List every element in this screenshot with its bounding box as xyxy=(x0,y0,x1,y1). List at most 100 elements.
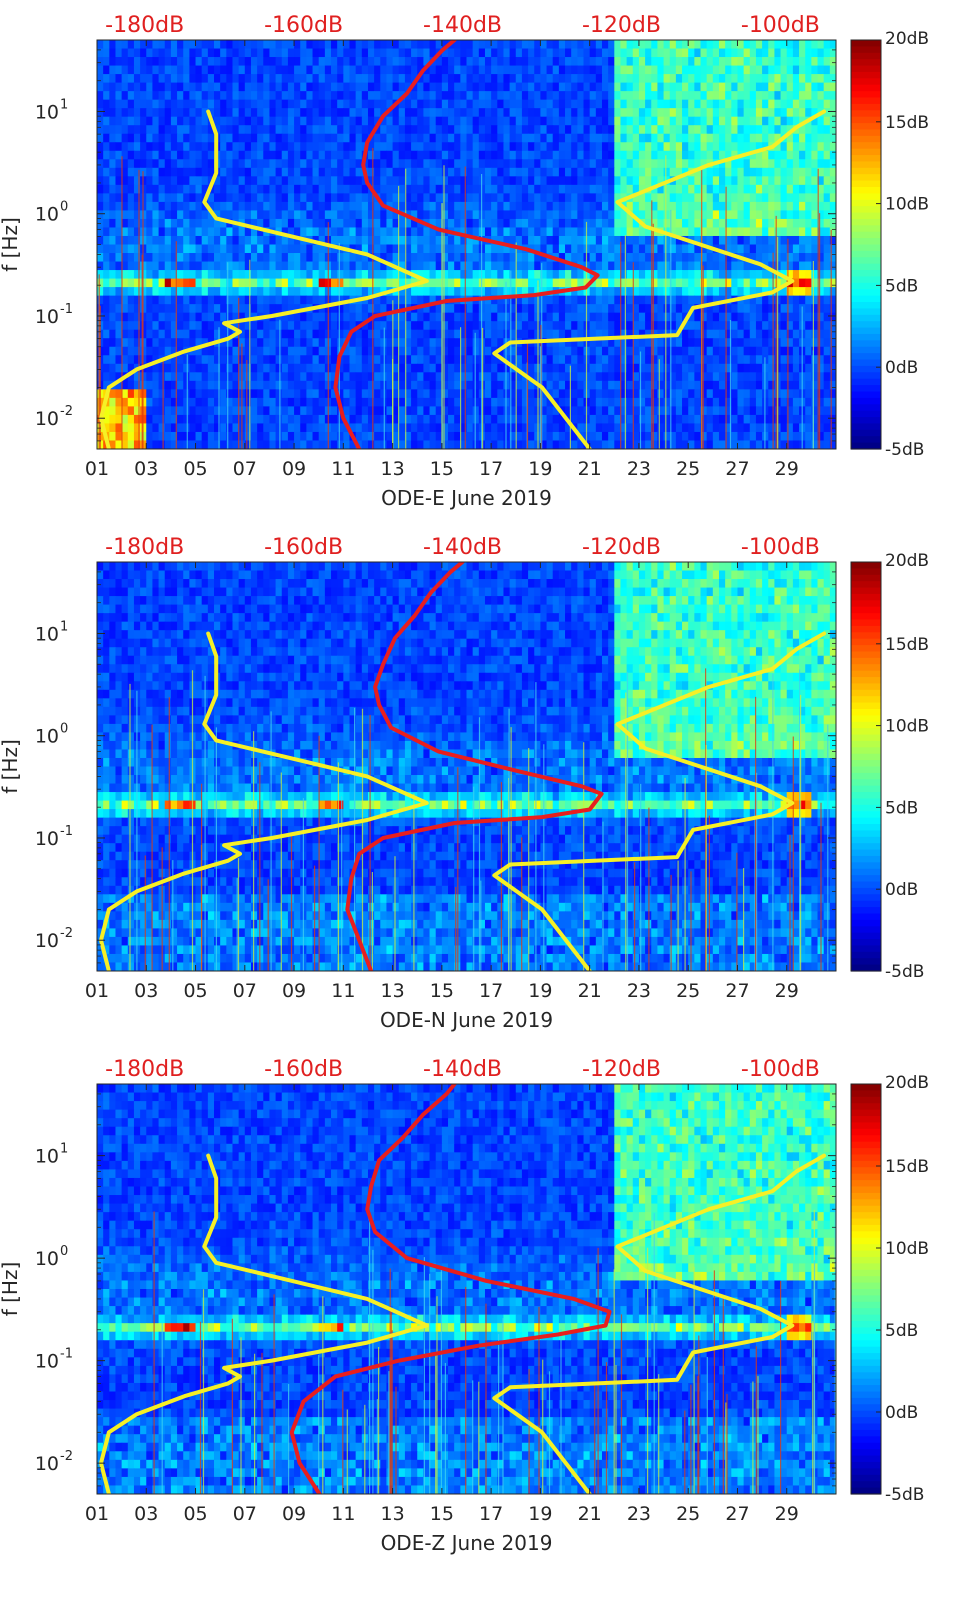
heatmap-cell xyxy=(774,218,782,229)
heatmap-cell xyxy=(189,372,197,382)
heatmap-cell xyxy=(398,193,406,203)
heatmap-cell xyxy=(355,261,363,271)
heatmap-cell xyxy=(589,312,597,322)
heatmap-cell xyxy=(324,184,332,194)
heatmap-cell xyxy=(164,253,172,263)
heatmap-cell xyxy=(250,235,258,246)
heatmap-cell xyxy=(601,91,609,101)
heatmap-cell xyxy=(706,261,714,271)
heatmap-cell xyxy=(441,261,449,271)
heatmap-cell xyxy=(792,295,800,305)
heatmap-cell xyxy=(226,57,234,67)
heatmap-cell xyxy=(762,244,769,254)
heatmap-cell xyxy=(398,65,406,75)
heatmap-cell xyxy=(725,338,732,348)
heatmap-cell xyxy=(762,321,769,331)
heatmap-cell xyxy=(214,48,221,58)
heatmap-cell xyxy=(755,201,763,212)
heatmap-cell xyxy=(257,201,264,212)
heatmap-cell xyxy=(183,389,190,399)
heatmap-cell xyxy=(170,91,178,101)
heatmap-cell xyxy=(521,312,529,322)
heatmap-cell xyxy=(786,355,794,365)
heatmap-cell xyxy=(121,235,129,246)
heatmap-cell xyxy=(250,65,258,75)
heatmap-cell xyxy=(811,91,819,101)
heatmap-cell xyxy=(805,244,812,254)
heatmap-cell xyxy=(294,270,301,280)
heatmap-cell xyxy=(312,253,320,263)
heatmap-cell xyxy=(558,150,566,160)
heatmap-cell xyxy=(441,218,449,229)
heatmap-cell xyxy=(731,159,739,169)
heatmap-cell xyxy=(287,346,295,356)
heatmap-cell xyxy=(491,338,498,348)
heatmap-cell xyxy=(380,218,388,229)
heatmap-cell xyxy=(201,363,209,373)
heatmap-cell xyxy=(183,74,190,84)
heatmap-cell xyxy=(755,176,763,186)
heatmap-cell xyxy=(811,74,819,84)
heatmap-cell xyxy=(688,99,695,109)
heatmap-cell xyxy=(823,244,831,254)
heatmap-cell xyxy=(521,346,529,356)
heatmap-cell xyxy=(546,133,554,143)
heatmap-cell xyxy=(608,244,615,254)
heatmap-cell xyxy=(460,235,468,246)
heatmap-cell xyxy=(454,133,461,143)
heatmap-cell xyxy=(257,380,264,390)
heatmap-cell xyxy=(121,278,129,288)
heatmap-cell xyxy=(281,57,289,67)
heatmap-cell xyxy=(811,253,819,263)
heatmap-cell xyxy=(294,74,301,84)
heatmap-cell xyxy=(238,167,246,177)
heatmap-cell xyxy=(429,159,437,169)
heatmap-cell xyxy=(232,57,240,67)
heatmap-cell xyxy=(755,99,763,109)
heatmap-cell xyxy=(577,108,585,118)
heatmap-cell xyxy=(540,235,548,246)
heatmap-cell xyxy=(374,133,381,143)
heatmap-cell xyxy=(534,142,541,152)
heatmap-cell xyxy=(706,65,714,75)
heatmap-cell xyxy=(577,193,585,203)
heatmap-cell xyxy=(201,346,209,356)
heatmap-cell xyxy=(682,176,689,186)
heatmap-cell xyxy=(177,355,184,365)
heatmap-cell xyxy=(552,159,560,169)
heatmap-cell xyxy=(792,355,800,365)
heatmap-cell xyxy=(786,321,794,331)
heatmap-cell xyxy=(448,235,455,246)
heatmap-cell xyxy=(164,40,172,50)
heatmap-cell xyxy=(817,287,825,297)
heatmap-cell xyxy=(441,57,449,67)
heatmap-cell xyxy=(823,48,831,58)
heatmap-cell xyxy=(577,346,585,356)
heatmap-cell xyxy=(484,167,492,177)
heatmap-cell xyxy=(318,227,326,237)
heatmap-cell xyxy=(201,82,209,92)
heatmap-cell xyxy=(731,346,739,356)
heatmap-cell xyxy=(121,150,129,160)
heatmap-cell xyxy=(269,125,277,135)
heatmap-cell xyxy=(257,125,264,135)
heatmap-cell xyxy=(706,321,714,331)
heatmap-cell xyxy=(97,65,104,75)
heatmap-cell xyxy=(103,380,110,390)
heatmap-cell xyxy=(349,91,357,101)
heatmap-cell xyxy=(386,91,394,101)
heatmap-cell xyxy=(220,346,227,356)
heatmap-cell xyxy=(318,304,326,314)
heatmap-cell xyxy=(207,304,215,314)
heatmap-cell xyxy=(558,82,566,92)
heatmap-cell xyxy=(632,253,640,263)
heatmap-cell xyxy=(386,295,394,305)
heatmap-cell xyxy=(823,133,831,143)
heatmap-cell xyxy=(411,372,418,382)
heatmap-cell xyxy=(127,235,135,246)
heatmap-cell xyxy=(214,295,221,305)
heatmap-cell xyxy=(115,270,123,280)
heatmap-cell xyxy=(792,159,800,169)
heatmap-cell xyxy=(435,176,443,186)
heatmap-cell xyxy=(109,40,117,50)
